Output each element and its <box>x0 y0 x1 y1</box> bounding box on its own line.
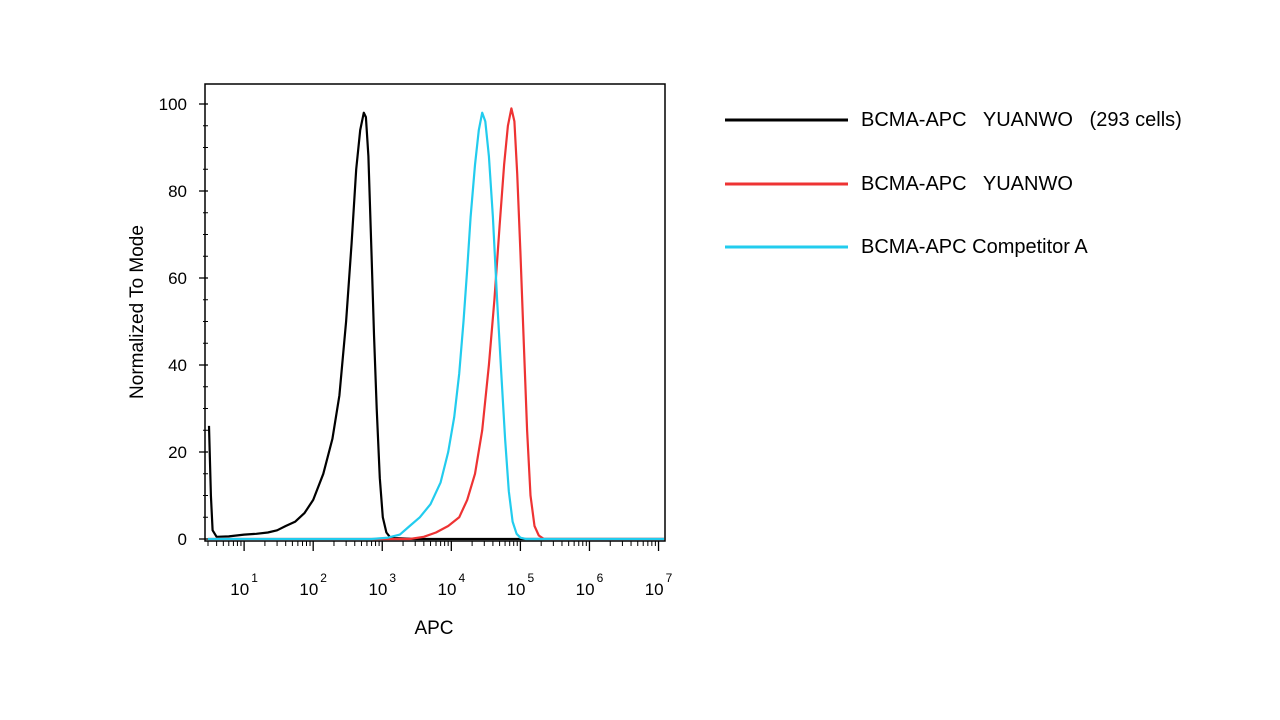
series-line-1 <box>207 111 664 541</box>
x-tick-label: 102 <box>299 571 327 599</box>
y-tick-label: 100 <box>159 95 187 114</box>
series-layer <box>207 107 664 541</box>
x-tick-label: 105 <box>507 571 535 599</box>
x-tick-label: 103 <box>368 571 396 599</box>
y-tick-label: 40 <box>168 356 187 375</box>
legend: BCMA-APC YUANWO (293 cells) BCMA-APC YUAN… <box>725 109 1182 258</box>
y-axis: 0 20 40 60 80 100 <box>159 95 208 549</box>
legend-label-3: BCMA-APC Competitor A <box>861 236 1088 258</box>
x-tick-label: 107 <box>645 571 673 599</box>
x-axis: 101 102 103 104 105 106 107 <box>207 541 673 599</box>
y-tick-label: 60 <box>168 269 187 288</box>
legend-label-1: BCMA-APC YUANWO (293 cells) <box>861 109 1182 131</box>
x-tick-label: 101 <box>230 571 258 599</box>
x-axis-label: APC <box>414 618 453 639</box>
x-tick-label: 106 <box>576 571 604 599</box>
y-tick-label: 80 <box>168 182 187 201</box>
y-tick-label: 20 <box>168 443 187 462</box>
legend-label-2: BCMA-APC YUANWO <box>861 173 1073 195</box>
series-line-3 <box>208 111 664 541</box>
series-line-2 <box>208 107 664 541</box>
y-tick-label: 0 <box>178 530 187 549</box>
x-tick-label: 104 <box>438 571 466 599</box>
y-axis-label: Normalized To Mode <box>127 225 148 399</box>
plot-frame <box>204 83 666 542</box>
